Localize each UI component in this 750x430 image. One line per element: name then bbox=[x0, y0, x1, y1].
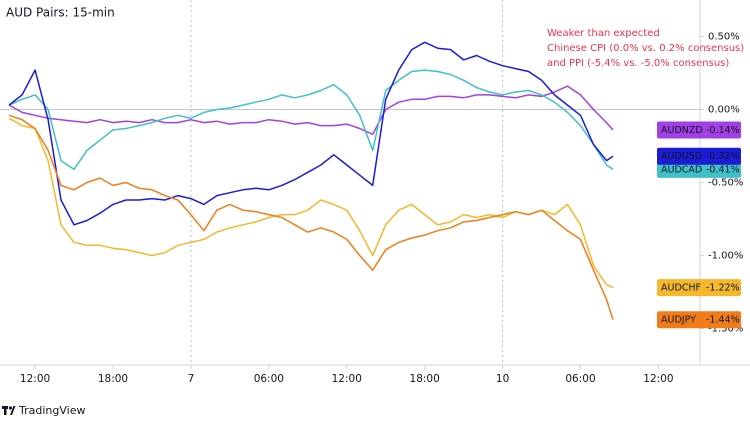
series-line bbox=[8, 41, 614, 226]
value-label: -0.41% bbox=[706, 164, 740, 175]
legend-label: AUDNZD bbox=[661, 125, 703, 136]
annotation: Weaker than expected bbox=[547, 28, 660, 39]
legend-label: AUDCHF bbox=[661, 283, 701, 294]
y-tick-label: 0.50% bbox=[708, 32, 740, 43]
value-label: -1.44% bbox=[706, 315, 740, 326]
x-tick-label: 18:00 bbox=[98, 373, 128, 385]
x-tick-label: 7 bbox=[188, 373, 195, 385]
logo bbox=[2, 406, 16, 415]
x-tick-label: 06:00 bbox=[254, 373, 284, 385]
price-tag: AUDJPY -1.44% bbox=[657, 311, 741, 329]
legend-label: AUDJPY bbox=[661, 315, 696, 326]
tag-box bbox=[657, 147, 741, 165]
x-tick-label: 06:00 bbox=[565, 373, 595, 385]
footer: TradingView bbox=[18, 404, 85, 417]
legend-label: AUDUSD bbox=[661, 151, 702, 162]
value-label: -1.22% bbox=[706, 283, 740, 294]
price-tag: AUDNZD -0.14% bbox=[657, 121, 741, 139]
annotation: and PPI (-5.4% vs. -5.0% consensus) bbox=[547, 58, 729, 69]
x-tick-label: 12:00 bbox=[20, 373, 50, 385]
series-line bbox=[8, 85, 614, 136]
x-tick-label: 12:00 bbox=[643, 373, 673, 385]
x-tick-label: 10 bbox=[496, 373, 509, 385]
tag-box bbox=[657, 279, 741, 297]
tag-box bbox=[657, 160, 741, 178]
x-tick-label: 18:00 bbox=[410, 373, 440, 385]
y-tick-label: -1.00% bbox=[708, 251, 743, 262]
y-tick-label: 0.00% bbox=[708, 105, 740, 116]
tag-box bbox=[657, 121, 741, 139]
x-tick-label: 12:00 bbox=[332, 373, 362, 385]
y-tick-label: -1.50% bbox=[708, 324, 743, 335]
legend-label: AUDCAD bbox=[661, 164, 702, 175]
plot-area: 0.50% 0.00% -0.50% -1.00% -1.50% 12:00 18:00 7 0… bbox=[0, 0, 743, 385]
y-tick-label: -0.50% bbox=[708, 178, 743, 189]
price-tag: AUDCHF -1.22% bbox=[657, 279, 741, 297]
tag-box bbox=[657, 311, 741, 329]
series-line bbox=[8, 69, 614, 171]
price-tag: AUDUSD -0.32% bbox=[657, 147, 741, 165]
price-tag: AUDCAD -0.41% bbox=[657, 160, 741, 178]
value-label: -0.32% bbox=[706, 151, 740, 162]
value-label: -0.14% bbox=[706, 125, 740, 136]
series-line bbox=[8, 117, 614, 289]
series-line bbox=[8, 114, 614, 320]
annotation: Chinese CPI (0.0% vs. 0.2% consensus) bbox=[547, 43, 744, 54]
chart-title: AUD Pairs: 15-min bbox=[6, 6, 115, 20]
